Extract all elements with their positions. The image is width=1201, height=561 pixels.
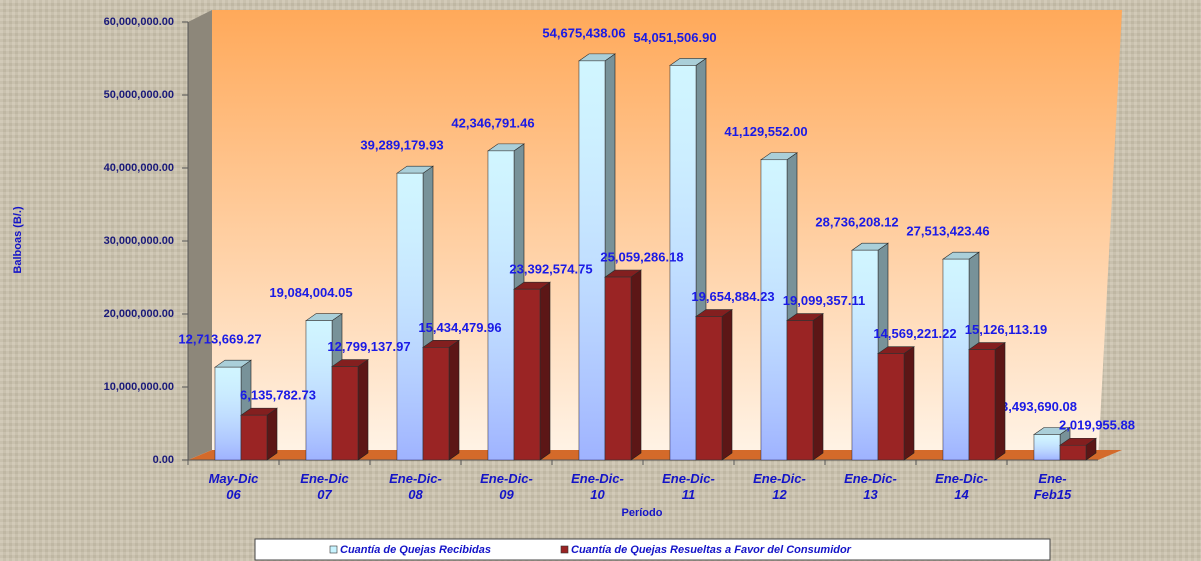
bar-shade (852, 250, 878, 460)
value-label: 2,019,955.88 (1059, 418, 1135, 433)
bar-side (812, 312, 824, 461)
bar-side (357, 358, 369, 461)
bar (695, 308, 733, 461)
x-tick-label: Ene-Dic-12 (753, 471, 806, 502)
bar-side (994, 342, 1006, 461)
bar-front (604, 276, 632, 461)
x-tick-label: Ene-Dic-14 (935, 471, 988, 502)
bar-side (539, 281, 551, 461)
bar (1059, 437, 1097, 461)
legend-label: Cuantía de Quejas Recibidas (340, 544, 491, 556)
bar-side (448, 339, 460, 461)
bar-front (968, 349, 996, 461)
bar-shade (306, 320, 332, 460)
bar (786, 312, 824, 461)
value-label: 19,654,884.23 (691, 289, 774, 304)
x-tick-label: May-Dic 06 (209, 471, 260, 502)
bar-side (266, 407, 278, 461)
bar-front (422, 347, 450, 461)
legend-label: Cuantía de Quejas Resueltas a Favor del … (571, 544, 852, 556)
value-label: 23,392,574.75 (509, 262, 592, 277)
value-label: 25,059,286.18 (600, 250, 683, 265)
value-label: 12,799,137.97 (327, 339, 410, 354)
bar (604, 269, 642, 461)
bar (877, 346, 915, 461)
bar-shade (670, 65, 696, 460)
legend (254, 538, 1051, 561)
legend-swatch (329, 545, 338, 554)
bar-front (877, 353, 905, 461)
bar (760, 152, 798, 461)
bar-shade (215, 367, 241, 460)
y-tick-label: 10,000,000.00 (104, 381, 174, 393)
bar (1033, 426, 1071, 461)
y-tick-label: 20,000,000.00 (104, 308, 174, 320)
y-tick-label: 50,000,000.00 (104, 89, 174, 101)
value-label: 19,099,357.11 (783, 293, 865, 308)
bar (396, 165, 434, 461)
bar-shade (943, 259, 969, 460)
value-label: 42,346,791.46 (451, 115, 534, 130)
bar (422, 339, 460, 461)
value-label: 15,434,479.96 (418, 320, 501, 335)
bar (331, 358, 369, 461)
bar-front (513, 288, 541, 461)
value-label: 19,084,004.05 (269, 285, 352, 300)
bar-shade (579, 60, 605, 461)
y-tick-label: 0.00 (153, 454, 174, 466)
value-label: 54,051,506.90 (633, 30, 716, 45)
value-label: 54,675,438.06 (542, 25, 625, 40)
bar-side (721, 308, 733, 461)
value-label: 28,736,208.12 (815, 215, 898, 230)
bar-front (695, 316, 723, 461)
x-tick-label: Ene-Dic 07 (300, 471, 349, 502)
x-tick-label: Ene-Dic-08 (389, 471, 442, 502)
value-label: 6,135,782.73 (240, 388, 316, 403)
x-tick-label: Ene-Feb15 (1034, 471, 1072, 502)
value-label: 39,289,179.93 (360, 138, 443, 153)
y-tick-label: 30,000,000.00 (104, 235, 174, 247)
value-label: 15,126,113.19 (965, 322, 1047, 337)
value-label: 3,493,690.08 (1001, 399, 1077, 414)
bar-front (1059, 444, 1087, 461)
bar-shade (1034, 434, 1060, 460)
value-label: 27,513,423.46 (906, 224, 989, 239)
x-tick-label: Ene-Dic-09 (480, 471, 533, 502)
value-label: 41,129,552.00 (724, 124, 807, 139)
bar-shade (397, 173, 423, 461)
bar-shade (761, 159, 787, 460)
bar-front (331, 366, 359, 461)
side-wall (188, 10, 212, 460)
x-tick-label: Ene-Dic-10 (571, 471, 624, 502)
legend-swatch (560, 545, 569, 554)
bar (513, 281, 551, 461)
bar-shade (488, 150, 514, 461)
x-tick-label: Ene-Dic-11 (662, 471, 715, 502)
bar (968, 342, 1006, 461)
y-tick-label: 60,000,000.00 (104, 16, 174, 28)
x-tick-label: Ene-Dic-13 (844, 471, 897, 502)
bar (578, 53, 616, 461)
y-axis-title: Balboas (B/.) (12, 206, 24, 274)
y-tick-label: 40,000,000.00 (104, 162, 174, 174)
bar-side (903, 346, 915, 461)
bar (240, 407, 278, 461)
bar-side (630, 269, 642, 461)
x-axis-title: Período (622, 507, 663, 519)
value-label: 14,569,221.22 (873, 326, 956, 341)
value-label: 12,713,669.27 (178, 332, 261, 347)
bar-front (240, 414, 268, 461)
bar-front (786, 320, 814, 461)
